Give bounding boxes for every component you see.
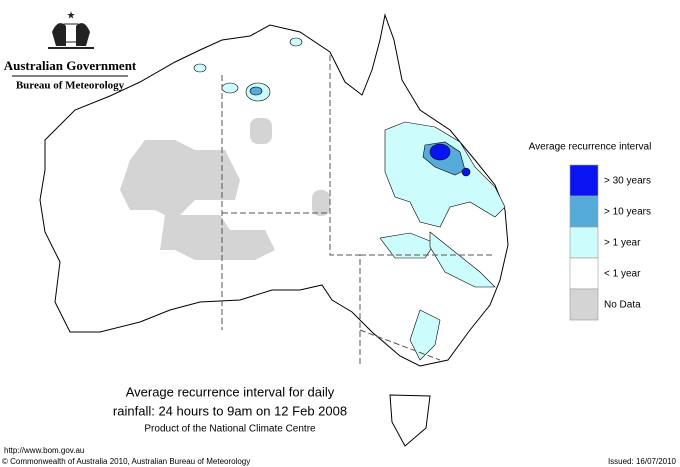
copyright: © Commonwealth of Australia 2010, Austra… xyxy=(2,457,250,466)
issued: Issued: 16/07/2010 xyxy=(608,457,677,466)
tasmania xyxy=(389,394,431,447)
government: Australian Government xyxy=(4,58,137,73)
legend-swatch xyxy=(569,288,599,321)
caption-line: Average recurrence interval for daily xyxy=(126,384,335,399)
caption-line: Product of the National Climate Centre xyxy=(144,424,316,435)
caption-line: rainfall: 24 hours to 9am on 12 Feb 2008 xyxy=(113,403,347,418)
legend-label: > 30 years xyxy=(604,176,651,187)
url: http://www.bom.gov.au xyxy=(4,446,84,455)
state-borders xyxy=(221,55,495,365)
legend-label: > 1 year xyxy=(604,238,641,249)
mainland xyxy=(39,13,509,367)
legend-label: < 1 year xyxy=(604,269,641,280)
no-data-areas xyxy=(120,118,330,260)
legend-label: > 10 years xyxy=(604,207,651,218)
legend-swatch xyxy=(569,226,599,259)
legend-swatch xyxy=(569,164,599,197)
legend-swatch xyxy=(569,195,599,228)
legend-title: Average recurrence interval xyxy=(529,142,652,153)
svg-text:★: ★ xyxy=(67,11,76,22)
agency: Bureau of Meteorology xyxy=(16,80,125,92)
legend-swatch xyxy=(569,257,599,290)
rainfall-areas xyxy=(193,37,506,361)
australia xyxy=(39,13,509,447)
crest: ★ xyxy=(48,11,94,49)
legend-label: No Data xyxy=(604,300,641,311)
legend: > 30 years > 10 years > 1 year < 1 year No D… xyxy=(569,164,651,321)
